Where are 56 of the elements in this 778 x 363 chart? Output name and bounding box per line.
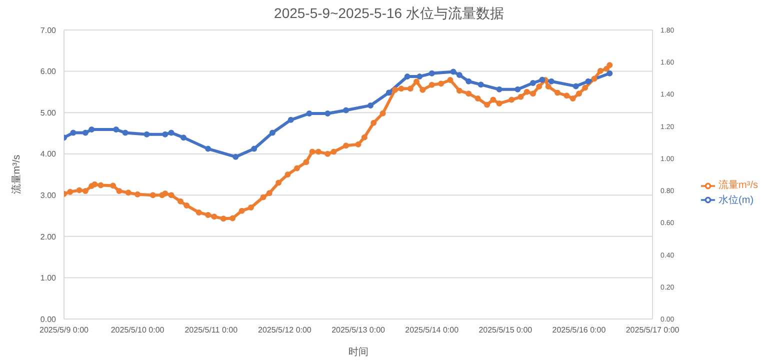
point [404,74,410,80]
point [456,72,462,78]
point [548,78,554,84]
point [585,78,592,84]
x-tick-label: 2025/5/11 0:00 [184,326,238,335]
y-tick-label: 1.00 [40,274,57,283]
x-tick-label: 2025/5/12 0:00 [258,326,312,335]
point [162,131,168,138]
point [514,86,521,92]
point [168,130,174,136]
legend-label: 流量m³/s [718,180,758,192]
y-tick-label: 4.00 [40,150,57,159]
point [368,102,374,108]
x-tick-label: 2025/5/14 0:00 [405,326,460,335]
legend-label: 水位(m) [718,194,754,206]
point [288,116,294,123]
point [539,76,546,83]
point [606,70,613,76]
point [324,110,331,116]
point [478,82,484,88]
chart-title: 2025-5-9~2025-5-16 水位与流量数据 [273,4,505,22]
x-tick-label: 2025/5/16 0:00 [552,326,606,335]
point [232,154,239,160]
point [122,130,128,136]
x-axis-title: 时间 [348,346,368,358]
x-tick-label: 2025/5/15 0:00 [478,326,533,335]
point [306,110,312,116]
point [113,126,120,133]
point [82,130,88,136]
point [530,80,536,86]
point [251,146,258,152]
point [450,68,456,75]
point [428,70,435,76]
point [572,83,579,90]
y-tick-label: 5.00 [40,108,57,118]
point [70,130,76,136]
point [466,78,472,84]
x-tick-label: 2025/5/10 0:00 [110,326,165,335]
point [144,131,150,138]
y-tick-label: 6.00 [40,67,57,76]
x-tick-label: 2025/5/13 0:00 [332,326,386,335]
point [496,86,502,92]
point [180,134,187,141]
point [88,126,95,133]
point [269,130,276,136]
x-tick-label: 2025/5/17 0:00 [626,326,680,335]
x-tick-label: 2025/5/9 0:00 [40,326,90,335]
y-tick-label: 7.00 [40,26,57,35]
y-tick-label: 3.00 [40,190,57,200]
y-tick-label: 2.00 [40,232,57,242]
point [416,74,423,80]
point [386,90,392,96]
y-axis-title: 流量m³/s [10,154,23,194]
point [343,107,350,114]
point [205,146,212,152]
y-tick-label: 0.00 [40,314,57,324]
